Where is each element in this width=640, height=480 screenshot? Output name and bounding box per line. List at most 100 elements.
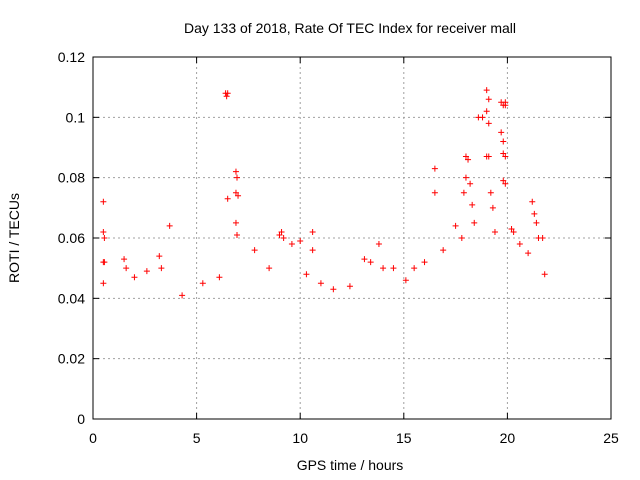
data-point — [469, 201, 476, 208]
data-point — [502, 153, 509, 160]
data-point — [158, 265, 165, 272]
data-point — [100, 198, 107, 205]
data-point — [361, 256, 368, 263]
data-point — [251, 247, 258, 254]
data-point — [235, 192, 242, 199]
data-point — [471, 219, 478, 226]
data-point — [232, 219, 239, 226]
data-point — [166, 222, 173, 229]
x-tick-label: 0 — [89, 430, 97, 446]
x-tick-label: 25 — [603, 430, 619, 446]
data-point — [525, 250, 532, 257]
data-point — [224, 195, 231, 202]
data-point — [485, 120, 492, 127]
data-point — [232, 168, 239, 175]
y-tick-label: 0.1 — [66, 109, 86, 125]
data-point — [491, 228, 498, 235]
y-tick-label: 0.02 — [58, 351, 85, 367]
data-point — [516, 241, 523, 248]
data-point — [467, 180, 474, 187]
data-point — [380, 265, 387, 272]
data-point — [485, 96, 492, 103]
data-point — [465, 156, 472, 163]
data-point — [223, 93, 230, 100]
data-point — [266, 265, 273, 272]
grid-lines — [93, 57, 611, 419]
data-point — [500, 177, 507, 184]
data-point — [216, 274, 223, 281]
data-point — [101, 235, 108, 241]
y-axis-label: ROTI / TECUs — [6, 193, 22, 283]
data-point — [375, 241, 382, 248]
data-point — [143, 268, 150, 275]
data-point — [100, 280, 107, 287]
data-point — [280, 235, 287, 241]
data-point — [330, 286, 337, 293]
data-point — [533, 219, 540, 226]
y-tick-label: 0.12 — [58, 49, 85, 65]
data-point — [346, 283, 353, 290]
data-point — [500, 150, 507, 157]
data-point — [179, 292, 186, 299]
data-point — [529, 198, 536, 205]
x-axis-label: GPS time / hours — [297, 457, 404, 473]
data-point — [458, 235, 465, 241]
data-point — [498, 129, 505, 136]
data-point — [367, 259, 374, 266]
data-point — [123, 265, 130, 272]
data-point — [402, 277, 409, 284]
data-point — [531, 210, 538, 217]
data-point — [485, 153, 492, 160]
data-point — [462, 153, 469, 160]
data-point — [121, 256, 128, 263]
data-point — [309, 228, 316, 235]
data-point — [101, 259, 108, 266]
x-tick-label: 15 — [396, 430, 412, 446]
data-point — [278, 228, 285, 235]
data-point — [510, 228, 517, 235]
y-tick-label: 0.08 — [58, 170, 85, 186]
data-point — [431, 165, 438, 172]
y-tick-label: 0.06 — [58, 230, 85, 246]
data-point — [508, 225, 515, 232]
data-point — [541, 271, 548, 278]
data-point — [500, 138, 507, 145]
data-point — [303, 271, 310, 278]
data-point — [440, 247, 447, 254]
data-point — [100, 228, 107, 235]
data-point — [452, 222, 459, 229]
data-point — [502, 102, 509, 109]
data-point — [460, 189, 467, 196]
data-point — [421, 259, 428, 266]
x-tick-label: 10 — [292, 430, 308, 446]
data-point — [411, 265, 418, 272]
scatter-points — [100, 87, 548, 299]
data-point — [297, 238, 304, 245]
data-point — [479, 114, 486, 121]
data-point — [199, 280, 206, 287]
data-point — [431, 189, 438, 196]
data-point — [234, 231, 241, 238]
data-point — [234, 174, 241, 181]
data-point — [390, 265, 397, 272]
data-point — [232, 189, 239, 196]
y-tick-label: 0.04 — [58, 290, 85, 306]
data-point — [462, 174, 469, 181]
data-point — [156, 253, 163, 260]
data-point — [131, 274, 138, 281]
chart-title: Day 133 of 2018, Rate Of TEC Index for r… — [184, 20, 516, 36]
data-point — [224, 90, 231, 97]
data-point — [317, 280, 324, 287]
axis-ticks: 0 5 10 15 20 25 0 0.02 0.04 0.06 0.08 0.1 0.12 — [58, 49, 619, 446]
x-tick-label: 5 — [193, 430, 201, 446]
data-point — [487, 189, 494, 196]
x-tick-label: 20 — [500, 430, 516, 446]
data-point — [489, 204, 496, 211]
data-point — [483, 87, 490, 94]
data-point — [288, 241, 295, 248]
data-point — [276, 231, 283, 238]
data-point — [483, 108, 490, 115]
data-point — [539, 235, 546, 241]
y-tick-label: 0 — [77, 411, 85, 427]
